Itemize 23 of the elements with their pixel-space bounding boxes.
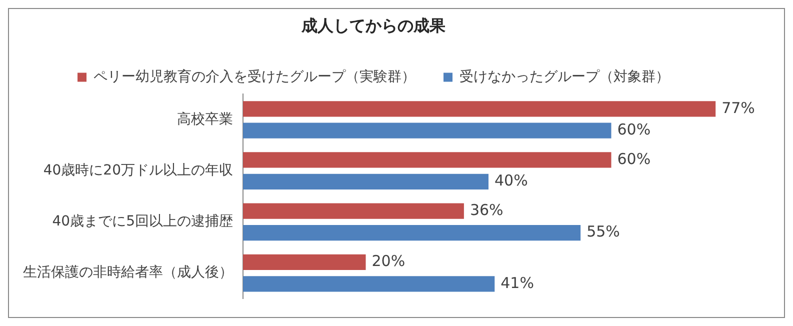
bar (243, 101, 716, 117)
data-label: 20% (372, 252, 406, 270)
chart-title: 成人してからの成果 (300, 16, 446, 35)
data-label: 60% (617, 150, 651, 168)
y-tick-label: 高校卒業 (177, 111, 233, 128)
y-tick-label: 生活保護の非時給者率（成人後） (23, 264, 233, 281)
bar (243, 152, 612, 168)
data-label: 40% (494, 172, 528, 190)
bar (243, 174, 488, 190)
legend-label: ペリー幼児教育の介入を受けたグループ（実験群） (94, 68, 416, 85)
y-tick-label: 40歳時に20万ドル以上の年収 (43, 162, 233, 178)
bar (243, 224, 581, 241)
legend-label: 受けなかったグループ（対象群） (460, 68, 670, 85)
bar (243, 276, 495, 292)
bar (243, 254, 366, 270)
data-label: 77% (722, 98, 755, 117)
y-tick-label: 40歳までに5回以上の逮捕歴 (52, 214, 233, 230)
bar (243, 122, 612, 138)
data-label: 55% (586, 222, 620, 241)
data-label: 36% (470, 200, 504, 219)
data-label: 60% (617, 120, 651, 138)
data-label: 41% (500, 274, 534, 292)
bar (243, 203, 464, 219)
